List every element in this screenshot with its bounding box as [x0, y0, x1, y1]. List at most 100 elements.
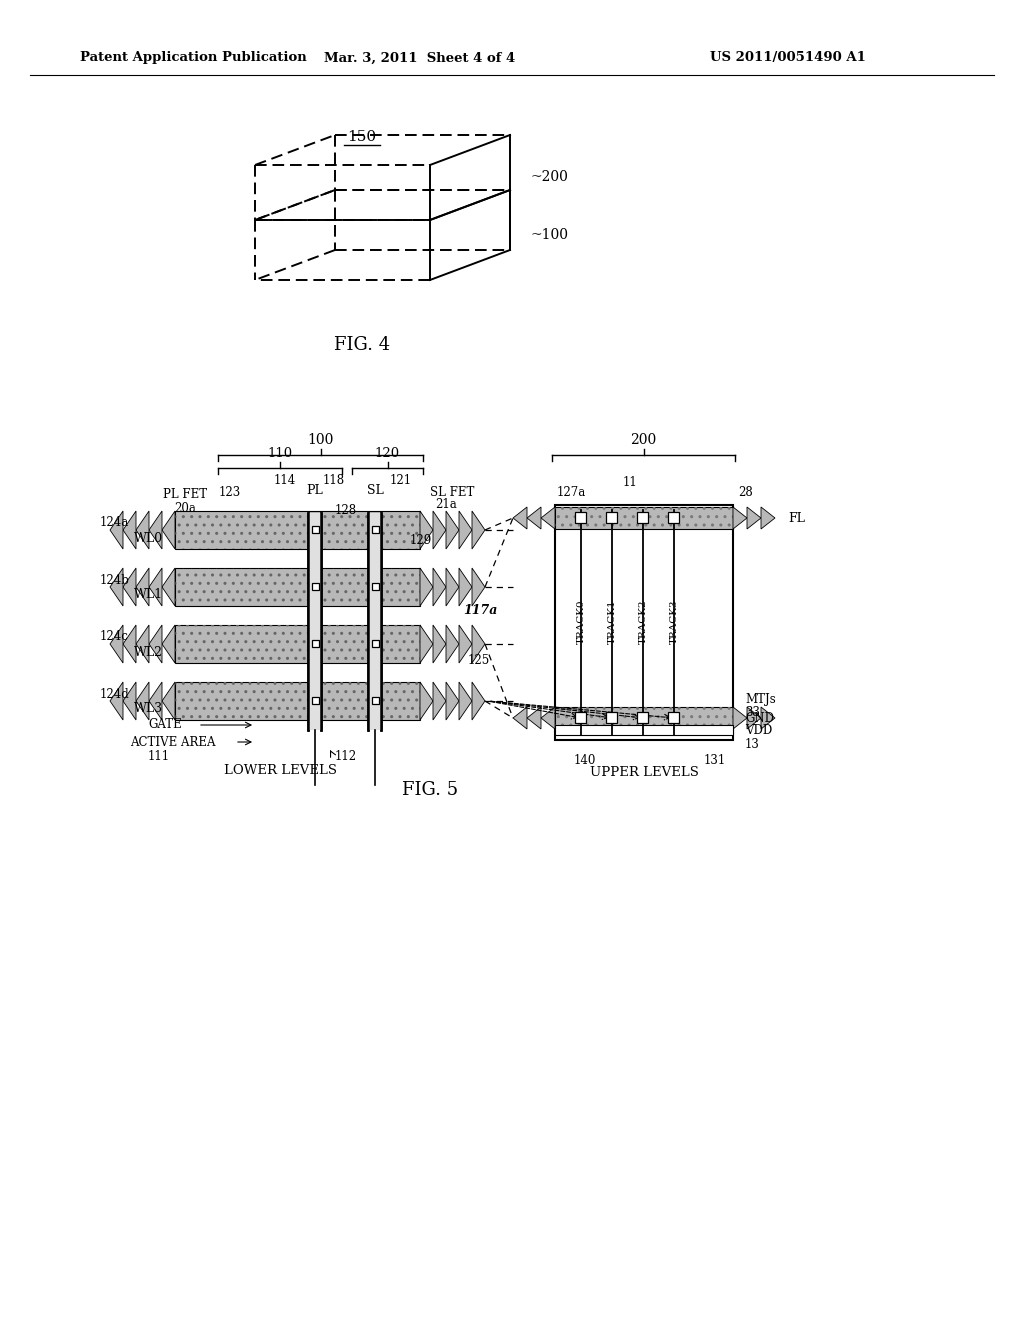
Bar — [372, 525, 379, 533]
Text: 120: 120 — [375, 447, 400, 459]
Text: 124b: 124b — [100, 573, 130, 586]
Polygon shape — [162, 624, 175, 663]
Bar — [575, 711, 586, 723]
Text: 28: 28 — [738, 486, 753, 499]
Text: WL3: WL3 — [134, 702, 163, 715]
Polygon shape — [459, 568, 472, 606]
Bar — [372, 583, 379, 590]
Polygon shape — [433, 682, 446, 719]
Polygon shape — [472, 682, 485, 719]
Polygon shape — [527, 507, 541, 529]
Polygon shape — [110, 511, 123, 549]
Bar — [668, 512, 679, 523]
Polygon shape — [150, 511, 162, 549]
Polygon shape — [420, 682, 433, 719]
Polygon shape — [472, 568, 485, 606]
Bar — [372, 640, 379, 647]
Text: TRACK3: TRACK3 — [670, 599, 679, 644]
Text: PL: PL — [306, 483, 324, 496]
Polygon shape — [513, 708, 527, 729]
Polygon shape — [110, 682, 123, 719]
Polygon shape — [433, 511, 446, 549]
Text: SL: SL — [367, 483, 383, 496]
Polygon shape — [136, 568, 150, 606]
Bar — [555, 708, 733, 729]
Text: ~200: ~200 — [530, 170, 568, 183]
Polygon shape — [459, 682, 472, 719]
Text: US 2011/0051490 A1: US 2011/0051490 A1 — [710, 51, 866, 65]
Bar — [637, 512, 648, 523]
Text: SL FET: SL FET — [430, 486, 474, 499]
Polygon shape — [150, 682, 162, 719]
Bar — [555, 708, 733, 729]
Polygon shape — [513, 507, 527, 529]
Polygon shape — [136, 511, 150, 549]
Text: 128: 128 — [335, 503, 357, 516]
Polygon shape — [541, 708, 555, 729]
Bar — [312, 583, 319, 590]
Text: 200: 200 — [631, 433, 656, 447]
Polygon shape — [123, 682, 136, 719]
Text: FL: FL — [788, 511, 805, 524]
Bar — [312, 697, 319, 704]
Polygon shape — [123, 511, 136, 549]
Text: 117a: 117a — [463, 603, 498, 616]
Polygon shape — [150, 624, 162, 663]
Bar — [575, 512, 586, 523]
Bar — [555, 507, 733, 529]
Polygon shape — [420, 511, 433, 549]
Text: GATE: GATE — [148, 718, 181, 731]
Text: 114: 114 — [273, 474, 296, 487]
Polygon shape — [162, 511, 175, 549]
Polygon shape — [110, 624, 123, 663]
Polygon shape — [761, 708, 775, 729]
Text: GND: GND — [745, 711, 774, 725]
FancyBboxPatch shape — [175, 568, 420, 606]
Polygon shape — [459, 511, 472, 549]
Bar — [668, 711, 679, 723]
Text: WL2: WL2 — [134, 645, 163, 659]
Text: 112: 112 — [335, 751, 357, 763]
Text: 100: 100 — [307, 433, 334, 447]
Bar — [555, 507, 733, 529]
Polygon shape — [733, 708, 746, 729]
Text: 129: 129 — [410, 533, 432, 546]
Text: 131: 131 — [703, 754, 726, 767]
Text: 124a: 124a — [100, 516, 129, 529]
Text: MTJs: MTJs — [745, 693, 776, 706]
Polygon shape — [150, 568, 162, 606]
Polygon shape — [162, 568, 175, 606]
Polygon shape — [746, 708, 761, 729]
Polygon shape — [541, 507, 555, 529]
Text: Mar. 3, 2011  Sheet 4 of 4: Mar. 3, 2011 Sheet 4 of 4 — [325, 51, 516, 65]
Text: FIG. 4: FIG. 4 — [334, 337, 390, 354]
FancyBboxPatch shape — [175, 682, 420, 719]
Polygon shape — [123, 568, 136, 606]
FancyBboxPatch shape — [175, 624, 420, 663]
Polygon shape — [446, 568, 459, 606]
Bar — [309, 513, 322, 730]
Bar — [312, 640, 319, 647]
Text: 118: 118 — [323, 474, 345, 487]
Bar — [555, 506, 733, 741]
Text: WL1: WL1 — [134, 589, 163, 602]
Bar — [369, 513, 382, 730]
Bar — [372, 697, 379, 704]
Text: ~100: ~100 — [530, 228, 568, 242]
Text: 123: 123 — [219, 486, 241, 499]
Polygon shape — [136, 624, 150, 663]
Polygon shape — [162, 682, 175, 719]
Text: 13: 13 — [745, 738, 760, 751]
Polygon shape — [459, 624, 472, 663]
Text: PL FET: PL FET — [163, 488, 207, 502]
Polygon shape — [446, 682, 459, 719]
Bar — [555, 725, 733, 735]
Text: 11: 11 — [623, 477, 637, 490]
Bar — [606, 711, 617, 723]
Polygon shape — [446, 624, 459, 663]
Text: 110: 110 — [267, 447, 293, 459]
Bar — [606, 512, 617, 523]
Text: 111: 111 — [148, 750, 170, 763]
Text: Patent Application Publication: Patent Application Publication — [80, 51, 307, 65]
Text: WL0: WL0 — [134, 532, 163, 544]
